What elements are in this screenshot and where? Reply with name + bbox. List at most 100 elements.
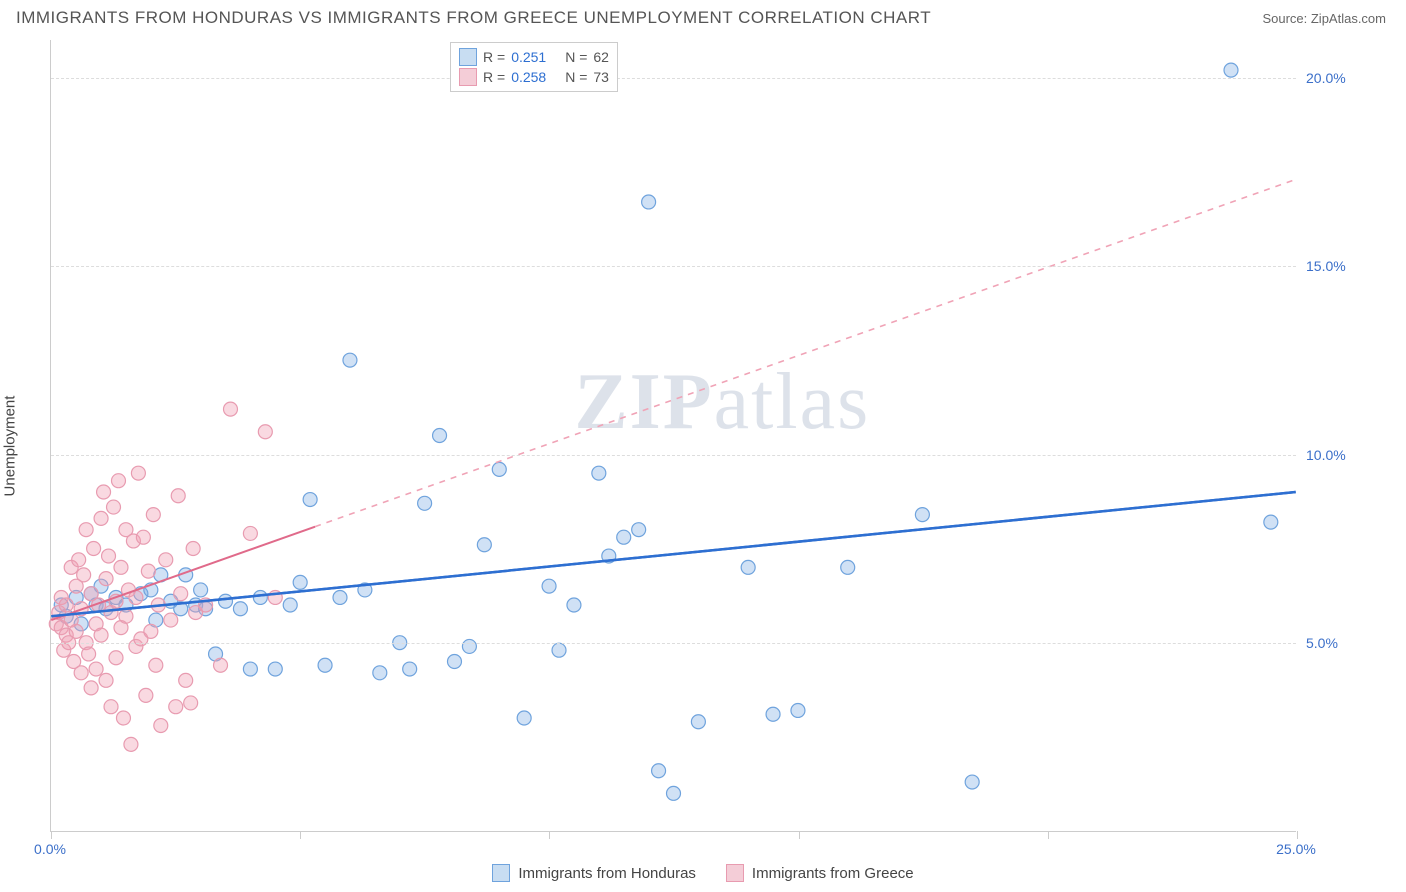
legend-series-item: Immigrants from Honduras (492, 864, 696, 882)
greece-point (82, 647, 96, 661)
greece-point (59, 598, 73, 612)
x-axis-label-right: 25.0% (1276, 841, 1316, 857)
honduras-point (447, 655, 461, 669)
greece-point (116, 711, 130, 725)
y-tick-label: 20.0% (1306, 70, 1366, 86)
greece-point (99, 673, 113, 687)
honduras-point (667, 786, 681, 800)
legend-stat-row: R =0.258N =73 (459, 67, 609, 87)
greece-point (94, 628, 108, 642)
grid-line (51, 78, 1296, 79)
honduras-point (373, 666, 387, 680)
greece-point (258, 425, 272, 439)
greece-point (72, 553, 86, 567)
honduras-point (552, 643, 566, 657)
greece-point (154, 719, 168, 733)
greece-point (131, 466, 145, 480)
greece-point (184, 696, 198, 710)
greece-point (223, 402, 237, 416)
chart-plot-area: ZIPatlas 5.0%10.0%15.0%20.0% (50, 40, 1296, 832)
chart-header: IMMIGRANTS FROM HONDURAS VS IMMIGRANTS F… (0, 0, 1406, 32)
legend-series-item: Immigrants from Greece (726, 864, 914, 882)
greece-point (84, 681, 98, 695)
honduras-point (642, 195, 656, 209)
greece-point (139, 688, 153, 702)
greece-point (141, 564, 155, 578)
honduras-point (542, 579, 556, 593)
chart-title: IMMIGRANTS FROM HONDURAS VS IMMIGRANTS F… (16, 8, 931, 28)
greece-point (94, 511, 108, 525)
greece-point (87, 542, 101, 556)
greece-point (114, 560, 128, 574)
honduras-point (632, 523, 646, 537)
greece-point (79, 523, 93, 537)
greece-point (174, 587, 188, 601)
greece-point (69, 624, 83, 638)
honduras-point (492, 462, 506, 476)
r-value: 0.251 (511, 49, 559, 65)
honduras-point (318, 658, 332, 672)
honduras-point (567, 598, 581, 612)
legend-series-label: Immigrants from Greece (752, 865, 914, 882)
greece-point (171, 489, 185, 503)
honduras-point (617, 530, 631, 544)
honduras-point (915, 508, 929, 522)
honduras-point (652, 764, 666, 778)
honduras-point (333, 590, 347, 604)
greece-point (186, 542, 200, 556)
legend-stat-row: R =0.251N =62 (459, 47, 609, 67)
greece-point (107, 500, 121, 514)
honduras-point (1224, 63, 1238, 77)
x-axis-label-left: 0.0% (34, 841, 66, 857)
y-tick-label: 5.0% (1306, 635, 1366, 651)
greece-point (111, 474, 125, 488)
honduras-point (841, 560, 855, 574)
r-value: 0.258 (511, 69, 559, 85)
honduras-point (1264, 515, 1278, 529)
x-tick (51, 831, 52, 839)
greece-point (74, 666, 88, 680)
honduras-point (194, 583, 208, 597)
honduras-point (766, 707, 780, 721)
greece-point (102, 549, 116, 563)
honduras-point (233, 602, 247, 616)
greece-point (124, 737, 138, 751)
honduras-point (477, 538, 491, 552)
legend-series: Immigrants from Honduras Immigrants from … (0, 864, 1406, 882)
greece-point (99, 572, 113, 586)
greece-point (77, 568, 91, 582)
honduras-point (741, 560, 755, 574)
x-tick (549, 831, 550, 839)
greece-point (243, 526, 257, 540)
honduras-point (343, 353, 357, 367)
x-tick (799, 831, 800, 839)
legend-swatch (459, 48, 477, 66)
greece-point (146, 508, 160, 522)
greece-point (164, 613, 178, 627)
greece-point (97, 485, 111, 499)
honduras-point (791, 703, 805, 717)
greece-point (169, 700, 183, 714)
legend-swatch (459, 68, 477, 86)
n-label: N = (565, 69, 587, 85)
y-tick-label: 10.0% (1306, 447, 1366, 463)
y-tick-label: 15.0% (1306, 258, 1366, 274)
honduras-point (462, 639, 476, 653)
r-label: R = (483, 69, 505, 85)
source-name: ZipAtlas.com (1311, 11, 1386, 26)
honduras-point (293, 575, 307, 589)
honduras-point (253, 590, 267, 604)
greece-point (136, 530, 150, 544)
legend-swatch (726, 864, 744, 882)
grid-line (51, 455, 1296, 456)
honduras-point (965, 775, 979, 789)
chart-source: Source: ZipAtlas.com (1262, 11, 1386, 26)
x-tick (1048, 831, 1049, 839)
greece-point (214, 658, 228, 672)
n-value: 62 (593, 49, 609, 65)
honduras-point (691, 715, 705, 729)
legend-swatch (492, 864, 510, 882)
greece-point (89, 662, 103, 676)
greece-point (104, 700, 118, 714)
greece-trend-line-extrapolated (315, 179, 1296, 526)
